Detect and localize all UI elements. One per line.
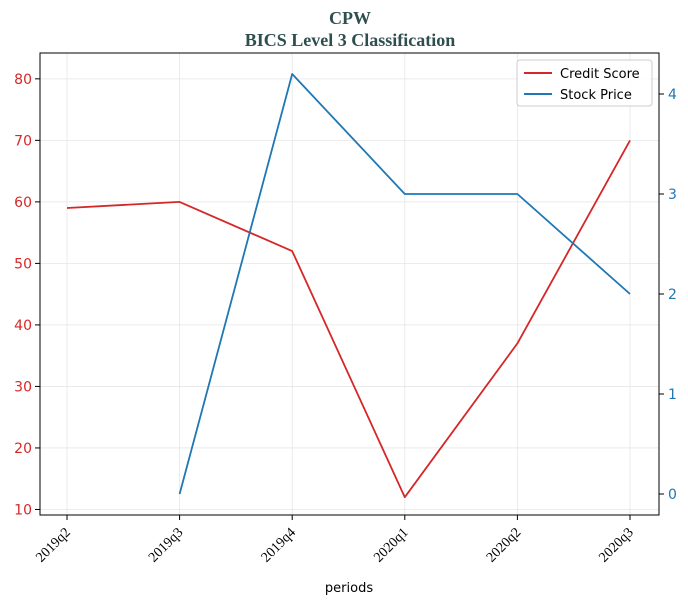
series-line-stock-price [178, 73, 631, 495]
series-line-credit-score [66, 139, 631, 499]
left-tick-label: 70 [14, 133, 32, 149]
x-tick-label: 2019q2 [34, 525, 74, 565]
x-tick-label: 2020q1 [371, 525, 411, 565]
chart-title-line2: BICS Level 3 Classification [245, 30, 456, 50]
left-tick-label: 10 [14, 502, 32, 518]
left-axis: 10 20 30 40 50 60 70 80 [14, 72, 40, 518]
x-axis: 2019q2 2019q3 2019q4 2020q1 2020q2 2020q3 [34, 515, 637, 566]
legend-label-stock-price: Stock Price [560, 88, 632, 103]
left-tick-label: 60 [14, 195, 32, 211]
x-tick-label: 2019q4 [259, 525, 299, 565]
left-tick-label: 50 [14, 256, 32, 272]
x-tick-label: 2019q3 [146, 525, 186, 565]
x-tick-label: 2020q2 [484, 525, 524, 565]
legend-label-credit-score: Credit Score [560, 67, 640, 82]
x-tick-label: 2020q3 [597, 525, 637, 565]
right-tick-label: 0 [668, 487, 677, 503]
right-tick-label: 1 [668, 387, 677, 403]
left-tick-label: 80 [14, 72, 32, 88]
series-layer [66, 73, 631, 499]
left-tick-label: 20 [14, 441, 32, 457]
right-tick-label: 4 [668, 87, 677, 103]
plot-frame [39, 52, 660, 516]
right-axis: 0 1 2 3 4 [659, 87, 677, 503]
chart-title-line1: CPW [329, 8, 371, 28]
legend: Credit Score Stock Price [516, 59, 653, 107]
x-axis-label: periods [325, 581, 373, 596]
left-tick-label: 30 [14, 379, 32, 395]
left-tick-label: 40 [14, 318, 32, 334]
grid [40, 53, 659, 515]
right-tick-label: 2 [668, 287, 677, 303]
right-tick-label: 3 [668, 187, 677, 203]
